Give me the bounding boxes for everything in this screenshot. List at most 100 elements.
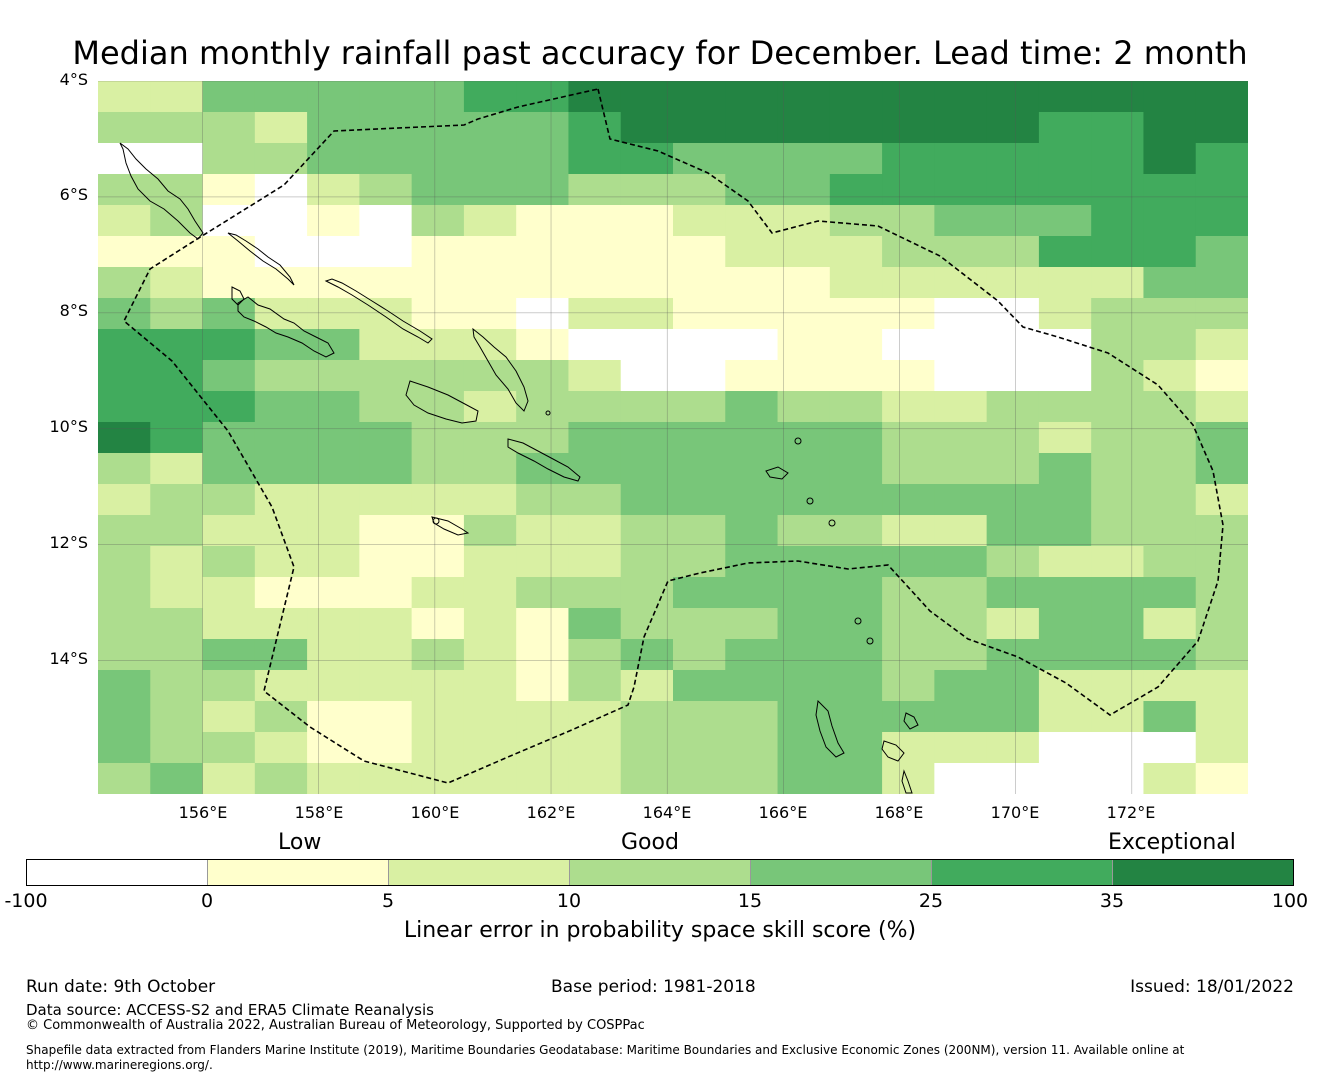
grid-cell <box>150 112 204 144</box>
grid-cell <box>150 608 204 640</box>
grid-cell <box>568 422 622 454</box>
grid-cell <box>986 267 1040 299</box>
grid-cell <box>411 453 465 485</box>
islet-4 <box>854 617 862 625</box>
grid-cell <box>1038 484 1092 516</box>
grid-cell <box>1195 205 1248 237</box>
grid-cell <box>986 608 1040 640</box>
grid-cell <box>359 763 413 794</box>
grid-cell <box>98 670 151 702</box>
grid-cell <box>568 205 622 237</box>
grid-cell <box>516 422 570 454</box>
grid-cell <box>620 360 674 392</box>
grid-cell <box>202 422 256 454</box>
coastline-malaita <box>472 327 529 412</box>
grid-cell <box>882 391 935 423</box>
grid-cell <box>777 577 831 609</box>
grid-cell <box>725 174 779 206</box>
grid-cell <box>516 732 570 764</box>
legend-category-good: Good <box>621 830 679 855</box>
grid-cell <box>1195 453 1248 485</box>
grid-cell <box>1195 267 1248 299</box>
grid-cell <box>882 639 935 671</box>
grid-cell <box>568 391 622 423</box>
grid-cell <box>725 577 779 609</box>
grid-cell <box>98 763 151 794</box>
shapefile-url: http://www.marineregions.org/. <box>26 1058 213 1072</box>
grid-cell <box>1038 670 1092 702</box>
islet-5 <box>866 637 874 645</box>
grid-cell <box>307 360 360 392</box>
grid-cell <box>359 701 413 733</box>
grid-cell <box>98 360 151 392</box>
grid-cell <box>829 670 883 702</box>
grid-cell <box>359 236 413 268</box>
grid-cell <box>202 732 256 764</box>
grid-cell <box>829 205 883 237</box>
grid-cell <box>307 515 360 547</box>
grid-cell <box>359 298 413 330</box>
grid-cell <box>202 360 256 392</box>
grid-cell <box>411 81 465 113</box>
colorbar-segment-5 <box>751 860 932 885</box>
grid-cell <box>777 236 831 268</box>
grid-cell <box>777 763 831 794</box>
grid-cell <box>411 670 465 702</box>
grid-cell <box>202 515 256 547</box>
grid-cell <box>1195 298 1248 330</box>
grid-cell <box>150 515 204 547</box>
grid-cell <box>463 298 517 330</box>
grid-cell <box>359 515 413 547</box>
grid-cell <box>986 174 1040 206</box>
grid-cell <box>98 484 151 516</box>
grid-cell <box>98 298 151 330</box>
grid-cell <box>516 391 570 423</box>
grid-cell <box>1143 298 1197 330</box>
grid-cell <box>254 143 308 175</box>
grid-cell <box>411 763 465 794</box>
grid-cell <box>620 701 674 733</box>
grid-cell <box>463 81 517 113</box>
grid-cell <box>882 360 935 392</box>
grid-cell <box>254 205 308 237</box>
grid-cell <box>359 329 413 361</box>
lon-label-160e: 160°E <box>410 803 460 822</box>
grid-cell <box>673 422 726 454</box>
grid-cell <box>150 546 204 578</box>
grid-cell <box>1091 732 1145 764</box>
grid-cell <box>1091 701 1145 733</box>
grid-cell <box>150 577 204 609</box>
grid-cell <box>882 205 935 237</box>
grid-cell <box>1091 143 1145 175</box>
grid-cell <box>829 81 883 113</box>
grid-cell <box>516 112 570 144</box>
grid-cell <box>1038 236 1092 268</box>
grid-cell <box>516 639 570 671</box>
grid-cell <box>725 143 779 175</box>
grid-cell <box>1038 422 1092 454</box>
lat-label-8s: 8°S <box>59 301 88 320</box>
grid-cell <box>673 298 726 330</box>
grid-cell <box>1091 639 1145 671</box>
grid-cell <box>620 81 674 113</box>
grid-cell <box>1195 639 1248 671</box>
grid-cell <box>1143 143 1197 175</box>
grid-cell <box>882 112 935 144</box>
grid-cell <box>516 484 570 516</box>
grid-cell <box>725 484 779 516</box>
grid-cell <box>463 422 517 454</box>
lon-label-158e: 158°E <box>294 803 344 822</box>
grid-cell <box>1091 205 1145 237</box>
grid-cell <box>882 577 935 609</box>
grid-cell <box>829 453 883 485</box>
grid-cell <box>202 112 256 144</box>
grid-cell <box>307 608 360 640</box>
grid-cell <box>568 81 622 113</box>
coastline-choiseul <box>227 232 295 286</box>
grid-cell <box>307 546 360 578</box>
grid-cell <box>1195 329 1248 361</box>
lat-label-14s: 14°S <box>49 649 88 668</box>
grid-cell <box>1195 391 1248 423</box>
grid-cell <box>620 329 674 361</box>
lon-label-166e: 166°E <box>758 803 808 822</box>
